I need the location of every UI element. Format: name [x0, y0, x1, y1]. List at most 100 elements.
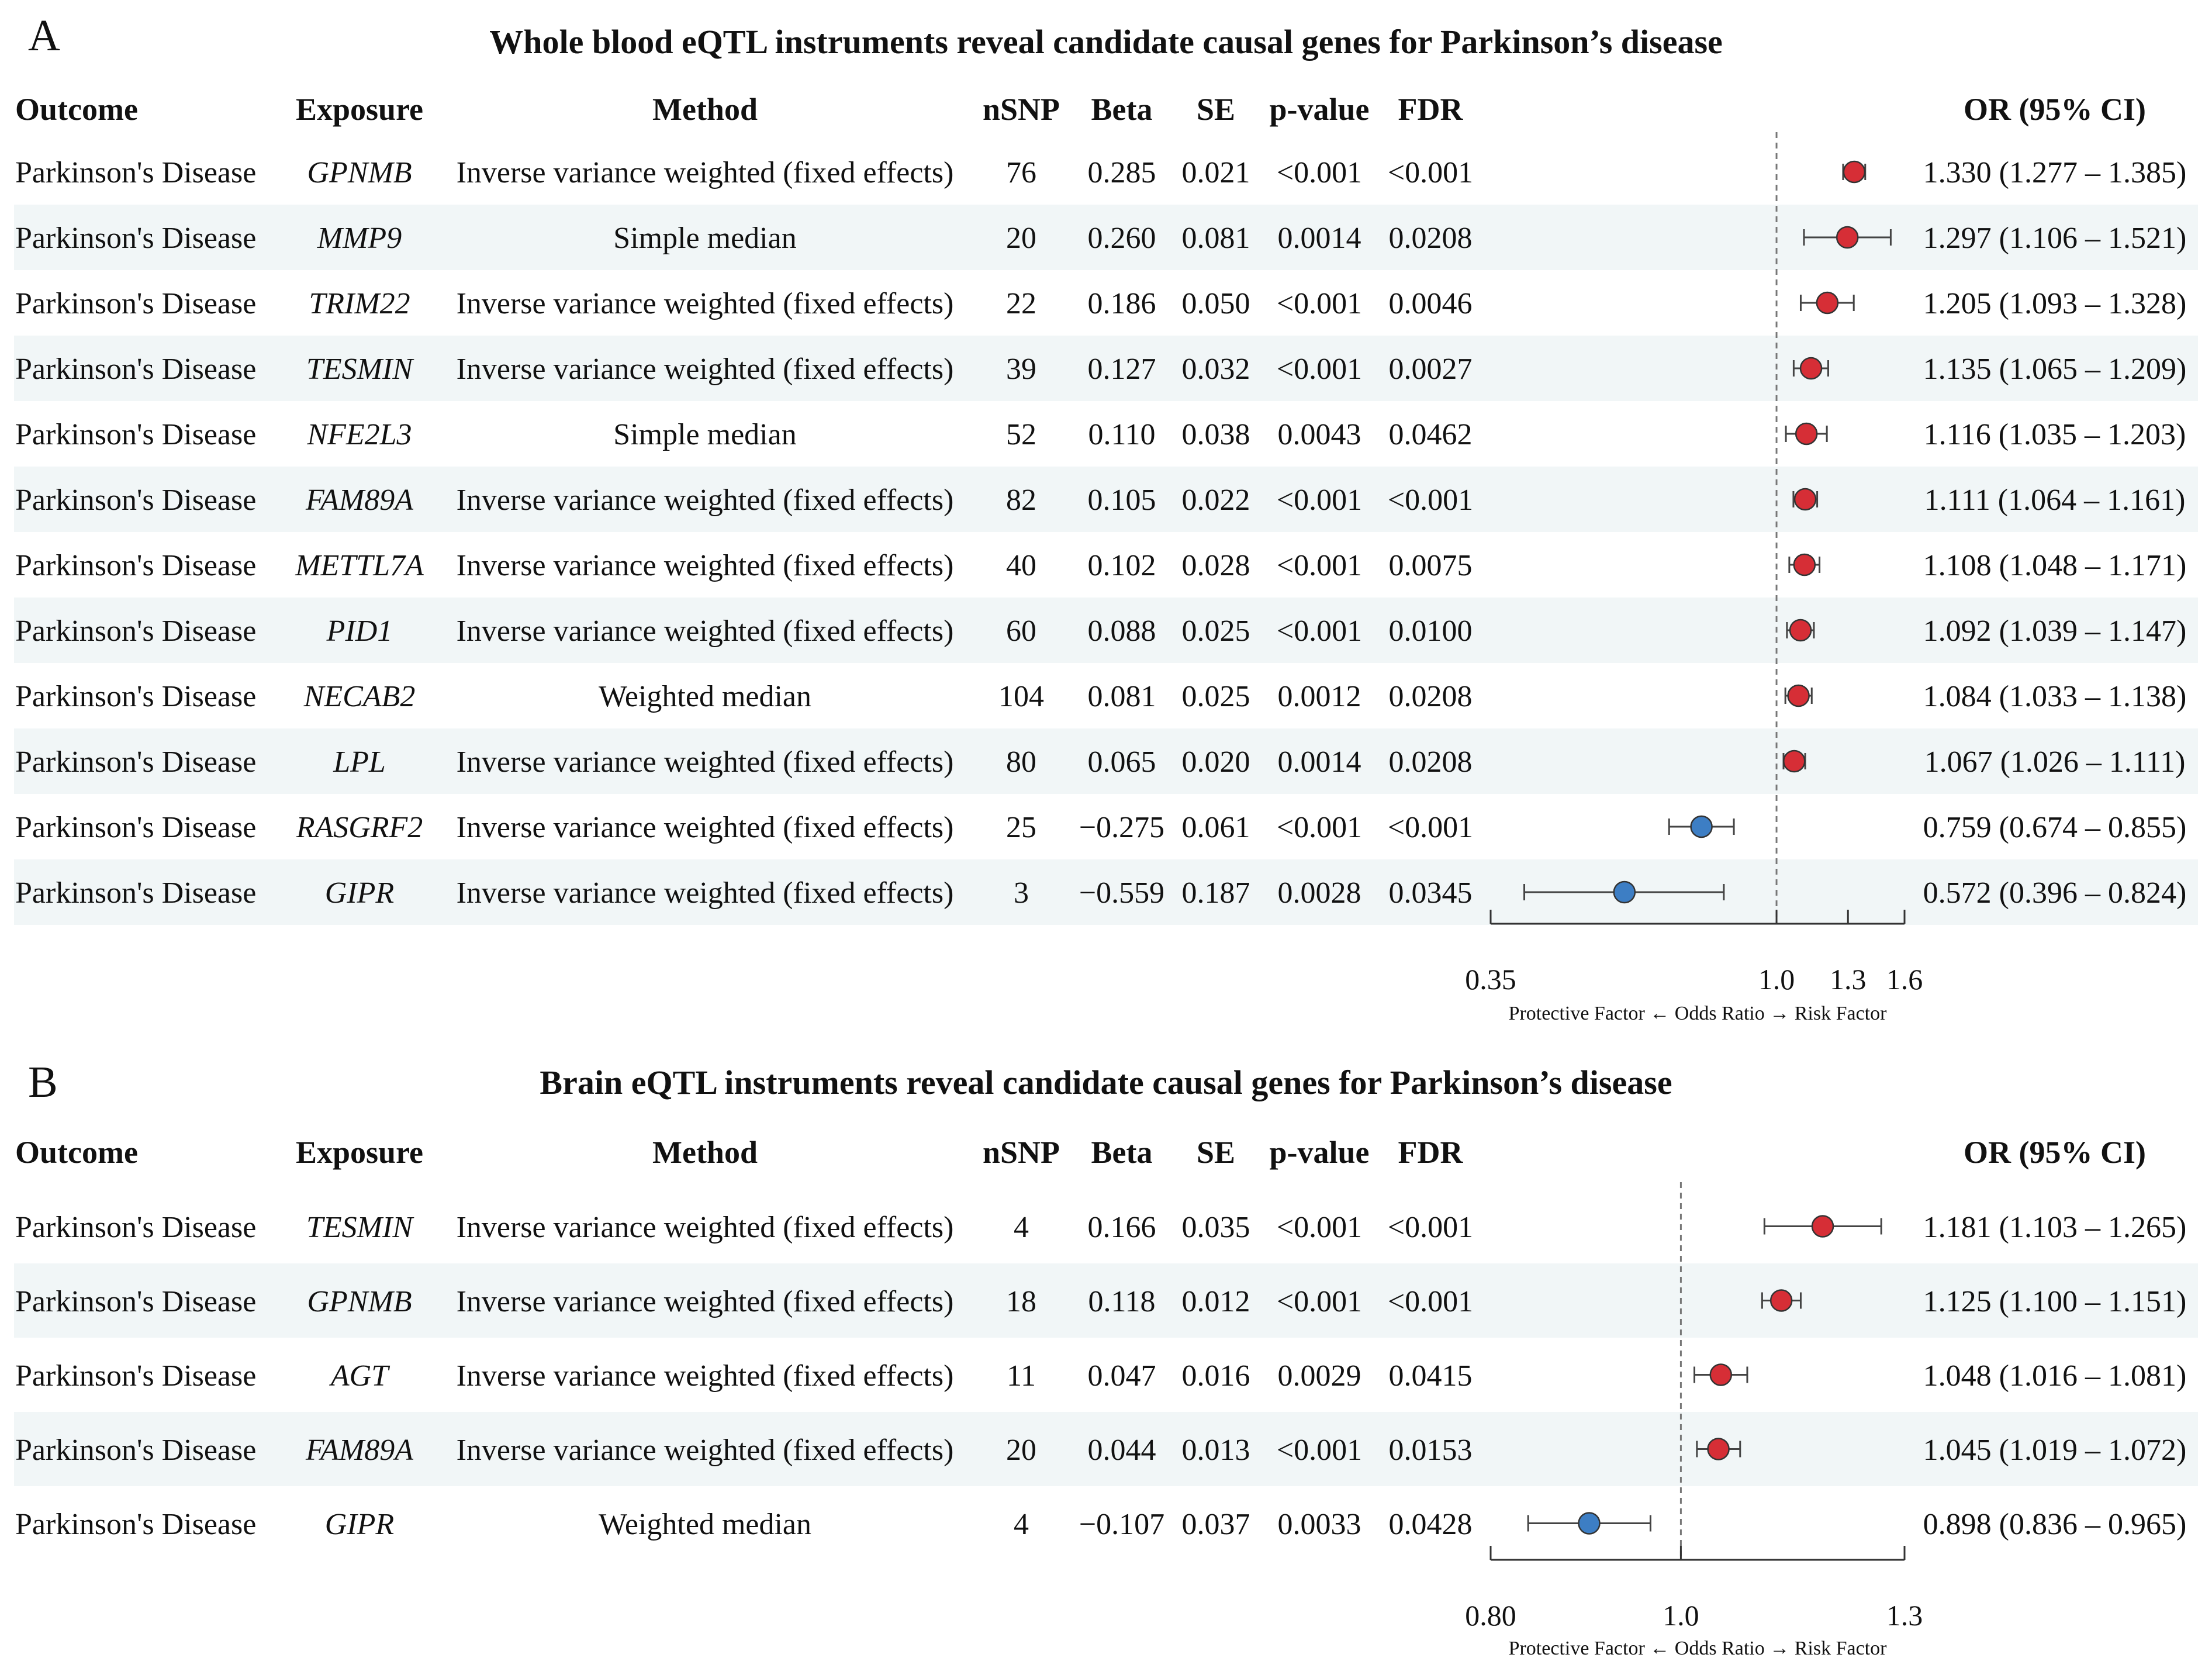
cell-nsnp: 80	[1006, 745, 1036, 779]
cell-exposure: FAM89A	[306, 483, 413, 517]
cell-outcome: Parkinson's Disease	[15, 614, 257, 648]
cell-nsnp: 20	[1006, 222, 1036, 255]
cell-exposure: NFE2L3	[307, 418, 412, 451]
cell-pvalue: 0.0028	[1277, 876, 1361, 910]
cell-pvalue: <0.001	[1276, 287, 1363, 320]
cell-fdr: 0.0075	[1388, 549, 1473, 582]
cell-method: Inverse variance weighted (fixed effects…	[456, 1284, 954, 1318]
cell-pvalue: <0.001	[1276, 811, 1363, 844]
cell-beta: −0.559	[1079, 876, 1165, 910]
odds-ratio-point	[1836, 226, 1859, 249]
cell-method: Inverse variance weighted (fixed effects…	[456, 745, 954, 779]
cell-beta: 0.105	[1087, 483, 1156, 517]
cell-beta: 0.285	[1087, 156, 1156, 189]
cell-fdr: <0.001	[1387, 811, 1474, 844]
cell-se: 0.061	[1181, 811, 1250, 844]
odds-ratio-point	[1787, 684, 1810, 707]
x-tick-label: 1.3	[1830, 963, 1867, 996]
cell-fdr: 0.0462	[1388, 418, 1473, 451]
cell-beta: 0.065	[1087, 745, 1156, 779]
table-row	[14, 467, 2198, 532]
column-header-nsnp: nSNP	[982, 1135, 1060, 1170]
cell-pvalue: 0.0014	[1277, 745, 1361, 779]
cell-or: 1.084 (1.033 – 1.138)	[1923, 680, 2187, 713]
cell-se: 0.028	[1181, 549, 1250, 582]
column-header-fdr: FDR	[1398, 92, 1463, 127]
table-row	[14, 1263, 2198, 1338]
cell-se: 0.050	[1181, 287, 1250, 320]
cell-fdr: <0.001	[1387, 483, 1474, 517]
cell-exposure: AGT	[330, 1359, 389, 1393]
cell-beta: 0.044	[1087, 1433, 1156, 1467]
cell-nsnp: 3	[1014, 876, 1029, 910]
cell-exposure: LPL	[333, 745, 386, 779]
column-header-se: SE	[1196, 1135, 1236, 1170]
cell-method: Simple median	[613, 222, 797, 255]
table-row	[14, 336, 2198, 401]
cell-exposure: PID1	[326, 614, 393, 648]
cell-outcome: Parkinson's Disease	[15, 483, 257, 517]
cell-fdr: <0.001	[1387, 1210, 1474, 1244]
odds-ratio-point	[1789, 619, 1812, 642]
cell-outcome: Parkinson's Disease	[15, 1284, 257, 1318]
odds-ratio-point	[1613, 880, 1636, 904]
cell-nsnp: 11	[1006, 1359, 1036, 1393]
cell-outcome: Parkinson's Disease	[15, 811, 257, 844]
cell-method: Inverse variance weighted (fixed effects…	[456, 287, 954, 320]
cell-outcome: Parkinson's Disease	[15, 876, 257, 910]
cell-method: Inverse variance weighted (fixed effects…	[456, 483, 954, 517]
cell-beta: 0.081	[1087, 680, 1156, 713]
cell-beta: 0.110	[1088, 418, 1156, 451]
panel-letter: B	[28, 1058, 58, 1107]
cell-or: 0.759 (0.674 – 0.855)	[1923, 811, 2187, 844]
cell-beta: 0.127	[1087, 353, 1156, 386]
cell-nsnp: 104	[998, 680, 1044, 713]
cell-or: 0.898 (0.836 – 0.965)	[1923, 1507, 2187, 1541]
cell-outcome: Parkinson's Disease	[15, 287, 257, 320]
odds-ratio-point	[1793, 488, 1817, 511]
cell-beta: 0.102	[1087, 549, 1156, 582]
cell-se: 0.032	[1181, 353, 1250, 386]
cell-method: Simple median	[613, 418, 797, 451]
odds-ratio-point	[1795, 422, 1818, 445]
cell-or: 1.067 (1.026 – 1.111)	[1924, 745, 2186, 779]
cell-se: 0.081	[1181, 222, 1250, 255]
cell-outcome: Parkinson's Disease	[15, 1507, 257, 1541]
cell-nsnp: 4	[1014, 1210, 1029, 1244]
cell-nsnp: 82	[1006, 483, 1036, 517]
cell-method: Inverse variance weighted (fixed effects…	[456, 811, 954, 844]
cell-se: 0.038	[1181, 418, 1250, 451]
column-header-method: Method	[652, 92, 758, 127]
panel-title: Brain eQTL instruments reveal candidate …	[540, 1063, 1672, 1101]
column-header-or: OR (95% CI)	[1964, 92, 2146, 127]
cell-beta: 0.118	[1088, 1284, 1156, 1318]
cell-pvalue: 0.0033	[1277, 1507, 1361, 1541]
x-tick-label: 1.3	[1886, 1599, 1923, 1632]
cell-se: 0.021	[1181, 156, 1250, 189]
x-tick-label: 1.0	[1663, 1599, 1699, 1632]
cell-fdr: <0.001	[1387, 156, 1474, 189]
cell-exposure: GPNMB	[307, 1284, 412, 1318]
odds-ratio-point	[1799, 357, 1823, 380]
odds-ratio-point	[1843, 160, 1866, 184]
cell-or: 1.048 (1.016 – 1.081)	[1923, 1359, 2187, 1393]
cell-beta: 0.088	[1087, 614, 1156, 648]
cell-beta: 0.047	[1087, 1359, 1156, 1393]
panel-title: Whole blood eQTL instruments reveal cand…	[489, 23, 1723, 61]
cell-exposure: RASGRF2	[296, 811, 423, 844]
cell-outcome: Parkinson's Disease	[15, 1433, 257, 1467]
cell-method: Inverse variance weighted (fixed effects…	[456, 549, 954, 582]
cell-or: 1.108 (1.048 – 1.171)	[1923, 549, 2187, 582]
cell-pvalue: <0.001	[1276, 483, 1363, 517]
x-tick-label: 1.0	[1758, 963, 1795, 996]
cell-exposure: GPNMB	[307, 156, 412, 189]
cell-outcome: Parkinson's Disease	[15, 222, 257, 255]
cell-method: Inverse variance weighted (fixed effects…	[456, 353, 954, 386]
cell-outcome: Parkinson's Disease	[15, 1210, 257, 1244]
x-tick-label: 0.35	[1465, 963, 1516, 996]
column-header-beta: Beta	[1091, 1135, 1153, 1170]
cell-pvalue: 0.0014	[1277, 222, 1361, 255]
cell-pvalue: <0.001	[1276, 156, 1363, 189]
